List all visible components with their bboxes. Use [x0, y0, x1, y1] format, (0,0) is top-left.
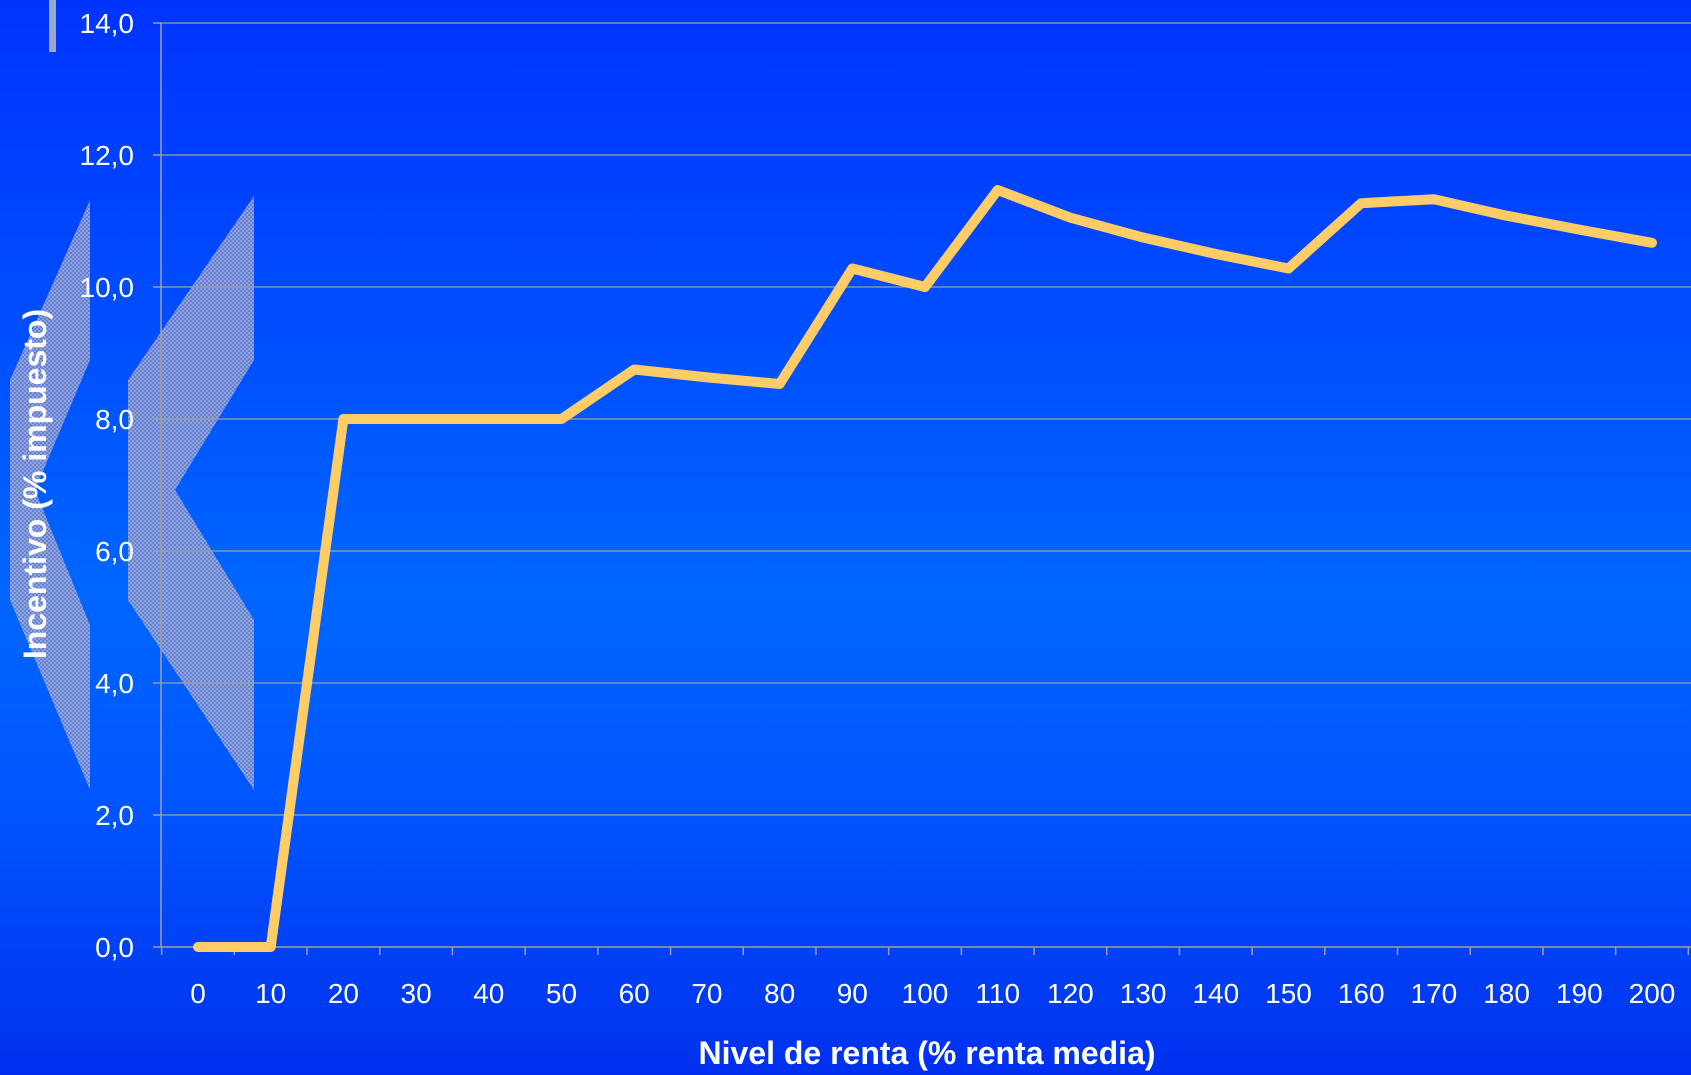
y-tick-label: 0,0 — [95, 932, 134, 963]
x-tick-label: 100 — [902, 978, 949, 1009]
chevron-right-shape — [128, 196, 254, 790]
x-tick-label: 160 — [1338, 978, 1385, 1009]
y-axis-ticks: 0,0 2,0 4,0 6,0 8,0 10,0 12,0 14,0 — [80, 8, 135, 963]
x-tick-label: 10 — [255, 978, 286, 1009]
x-tick-label: 70 — [691, 978, 722, 1009]
x-tick-label: 90 — [837, 978, 868, 1009]
series-layer — [193, 185, 1657, 952]
x-tick-label: 180 — [1483, 978, 1530, 1009]
x-tick-label: 170 — [1411, 978, 1458, 1009]
y-tick-label: 10,0 — [80, 272, 135, 303]
x-axis-title: Nivel de renta (% renta media) — [698, 1035, 1155, 1071]
x-tick-label: 40 — [473, 978, 504, 1009]
axes — [153, 22, 1691, 955]
y-tick-label: 14,0 — [80, 8, 135, 39]
x-tick-label: 30 — [401, 978, 432, 1009]
x-tick-label: 120 — [1047, 978, 1094, 1009]
y-tick-label: 8,0 — [95, 404, 134, 435]
grid-lines — [161, 22, 1691, 816]
x-tick-label: 140 — [1192, 978, 1239, 1009]
series-line — [193, 185, 1657, 952]
x-tick-label: 60 — [619, 978, 650, 1009]
x-tick-label: 80 — [764, 978, 795, 1009]
y-tick-label: 2,0 — [95, 800, 134, 831]
x-tick-label: 130 — [1120, 978, 1167, 1009]
background-decoration — [10, 196, 254, 790]
x-tick-label: 20 — [328, 978, 359, 1009]
x-tick-label: 150 — [1265, 978, 1312, 1009]
x-tick-label: 190 — [1556, 978, 1603, 1009]
chevron-left-shape — [10, 200, 90, 790]
y-tick-label: 4,0 — [95, 668, 134, 699]
x-axis-ticks: 0 10 20 30 40 50 60 70 80 90 100 110 120 130 140 150 160… — [190, 978, 1675, 1009]
x-tick-label: 200 — [1629, 978, 1676, 1009]
y-tick-label: 12,0 — [80, 140, 135, 171]
x-tick-label: 50 — [546, 978, 577, 1009]
left-accent-bar — [49, 0, 56, 52]
x-tick-label: 110 — [975, 978, 1020, 1009]
y-axis-title: Incentivo (% impuesto) — [17, 309, 53, 659]
x-tick-label: 0 — [190, 978, 206, 1009]
y-tick-label: 6,0 — [95, 536, 134, 567]
